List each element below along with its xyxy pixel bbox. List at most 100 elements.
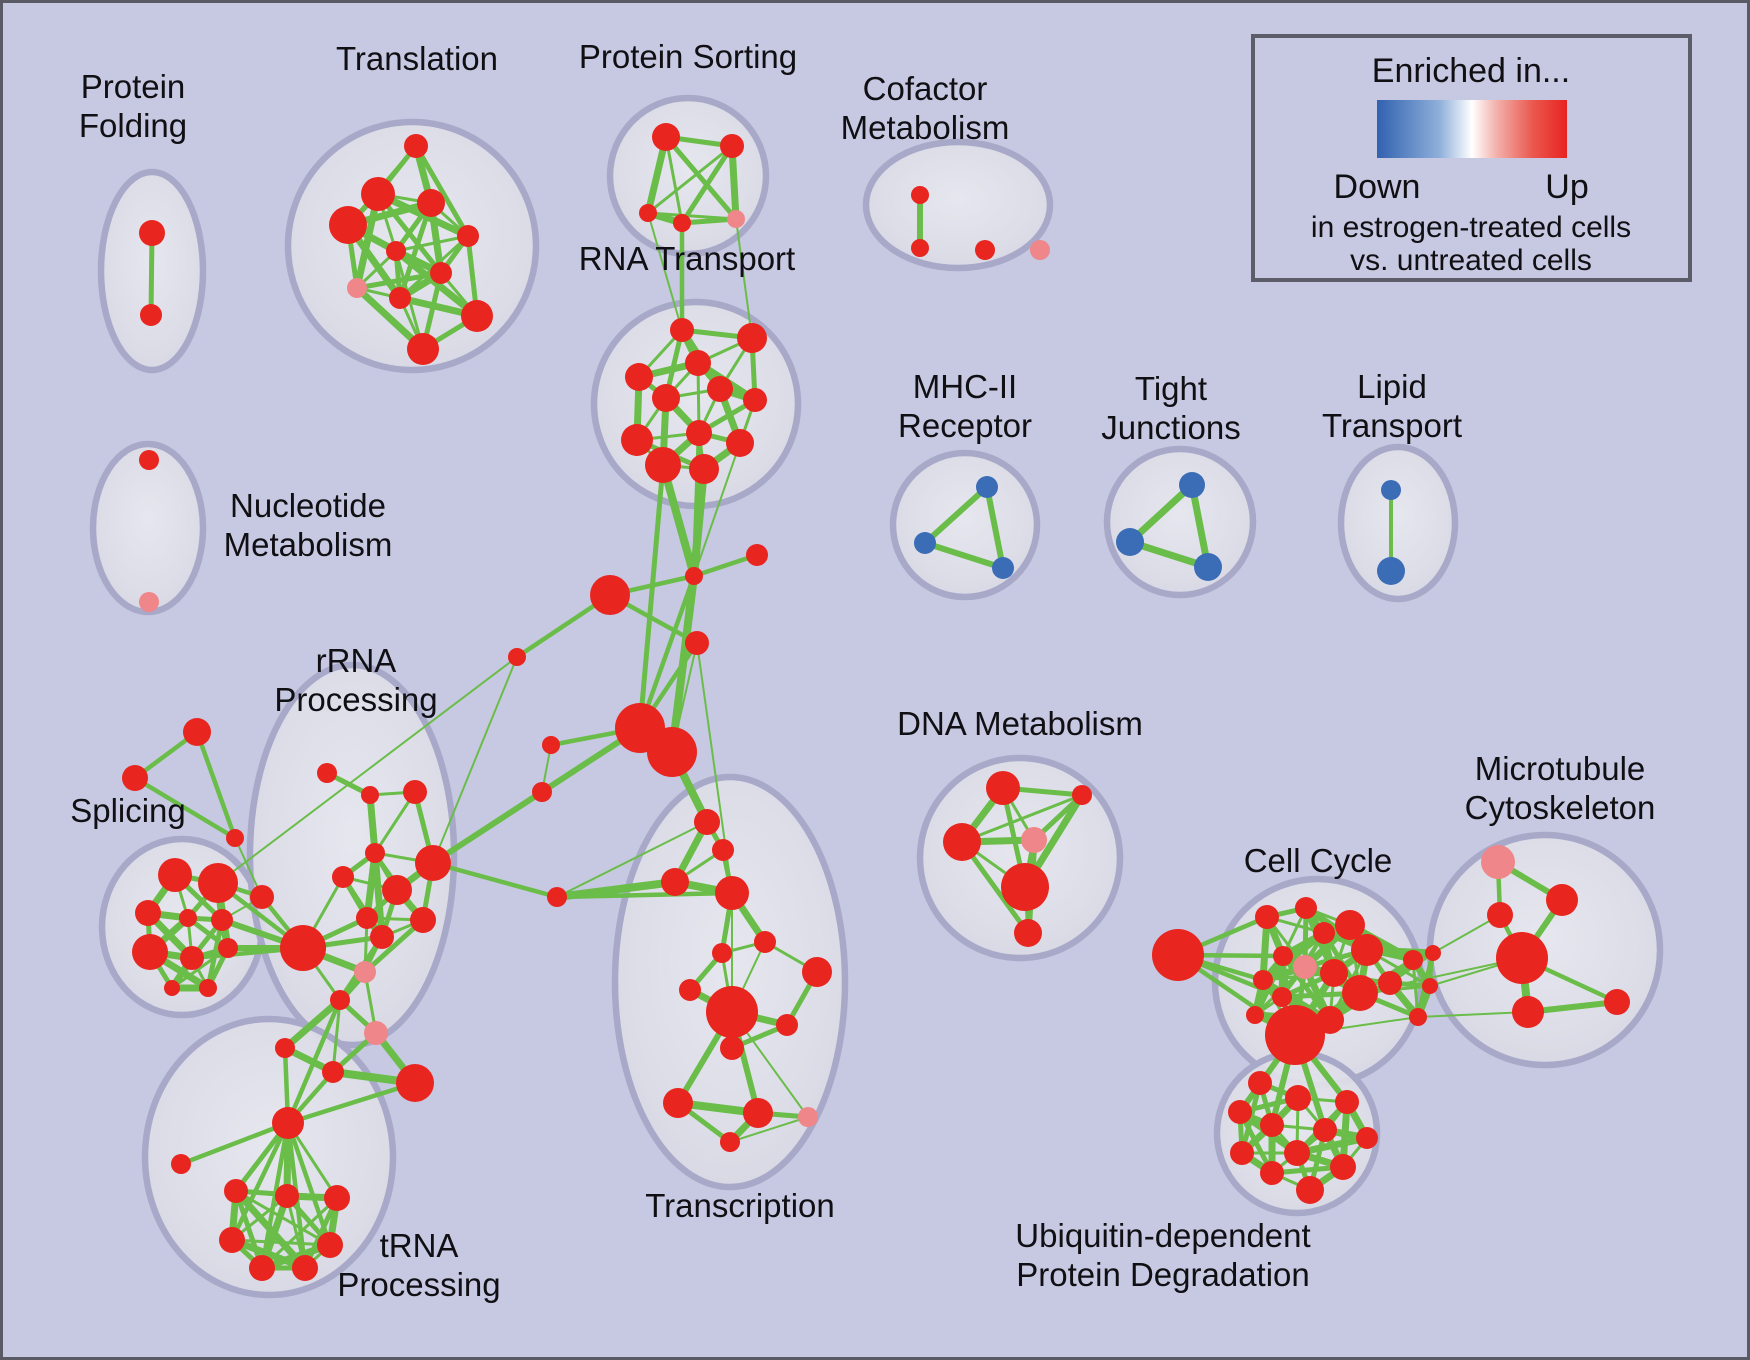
gene-set-node-down: [976, 476, 998, 498]
gene-set-node-up: [720, 1132, 740, 1152]
enrichment-overlap-edge: [413, 143, 471, 239]
lipid-transport-label: Lipid: [1357, 368, 1427, 405]
gene-set-node-up: [1265, 1005, 1325, 1065]
gene-set-node-up: [410, 907, 436, 933]
enrichment-overlap-edge: [647, 212, 683, 331]
gene-set-node-up: [532, 782, 552, 802]
gene-set-node-up: [715, 876, 749, 910]
trna-processing-label: Processing: [337, 1266, 500, 1303]
gene-set-node-up: [122, 765, 148, 791]
protein-folding-label: Protein: [81, 68, 186, 105]
gene-set-node-up: [706, 986, 758, 1038]
enrichment-overlap-edge: [679, 143, 735, 226]
gene-set-node-up: [1403, 950, 1423, 970]
gene-set-node-up: [707, 376, 733, 402]
gene-set-node-up: [743, 1098, 773, 1128]
enrichment-overlap-edge: [984, 484, 1006, 571]
gene-set-node-up: [685, 567, 703, 585]
gene-set-node-up: [1351, 934, 1383, 966]
gene-set-node-up: [140, 304, 162, 326]
gene-set-node-up: [164, 980, 180, 996]
gene-set-node-up: [139, 220, 165, 246]
cofactor-metabolism-label: Cofactor: [863, 70, 988, 107]
transcription-label: Transcription: [645, 1187, 835, 1224]
gene-set-node-up: [135, 900, 161, 926]
cell-cycle-label: Cell Cycle: [1244, 842, 1393, 879]
network-nodes: [122, 123, 1630, 1281]
enrichment-overlap-edge: [693, 442, 741, 577]
enrichment-overlap-edge: [194, 729, 238, 841]
gene-set-node-up: [1546, 884, 1578, 916]
gene-set-node-up: [975, 240, 995, 260]
enrichment-overlap-edge: [735, 218, 753, 339]
gene-set-node-up: [1272, 987, 1292, 1007]
gene-set-node-down: [1179, 472, 1205, 498]
gene-set-node-up: [776, 1014, 798, 1036]
gene-set-node-up: [218, 938, 238, 958]
gene-set-node-up: [689, 454, 719, 484]
gene-set-node-up: [911, 239, 929, 257]
gene-set-node-down: [1381, 480, 1401, 500]
enrichment-overlap-edge: [922, 540, 1006, 571]
legend: Enriched in... Down Up in estrogen-treat…: [1251, 34, 1692, 282]
gene-set-node-up: [415, 845, 451, 881]
enrichment-overlap-edge: [691, 552, 760, 579]
gene-set-node-up: [430, 262, 452, 284]
gene-set-node-up: [417, 189, 445, 217]
gene-set-node-up: [292, 1255, 318, 1281]
gene-set-node-down: [1194, 553, 1222, 581]
microtubule-cytoskeleton-label: Microtubule: [1475, 750, 1646, 787]
gene-set-node-up: [404, 134, 428, 158]
gene-set-node-up: [1422, 978, 1438, 994]
gene-set-node-up: [1342, 975, 1378, 1011]
gene-set-node-up: [652, 123, 680, 151]
gene-set-node-up: [330, 990, 350, 1010]
gene-set-node-up: [1255, 905, 1279, 929]
gene-set-node-up: [590, 575, 630, 615]
enrichment-overlap-edge: [148, 230, 155, 318]
nucleotide-metabolism-label: Metabolism: [224, 526, 393, 563]
enrichment-overlap-edge: [430, 860, 560, 900]
gene-set-node-up: [712, 839, 734, 861]
legend-up-label: Up: [1545, 168, 1588, 206]
gene-set-node-down: [914, 532, 936, 554]
gene-set-node-up: [329, 206, 367, 244]
gene-set-node-up-weak: [1030, 240, 1050, 260]
tight-junctions-label: Tight: [1135, 370, 1207, 407]
mhc-ii-receptor-label: MHC-II: [913, 368, 1017, 405]
gene-set-node-up: [1228, 1100, 1252, 1124]
gene-set-node-up: [461, 300, 493, 332]
gene-set-node-up: [639, 204, 657, 222]
gene-set-node-up: [645, 447, 681, 483]
gene-set-node-up: [911, 186, 929, 204]
nucleotide-metabolism-label: Nucleotide: [230, 487, 386, 524]
gene-set-node-up: [317, 1232, 343, 1258]
splicing-label: Splicing: [70, 792, 186, 829]
gene-set-node-up: [1356, 1127, 1378, 1149]
gene-set-node-up: [275, 1038, 295, 1058]
gene-set-node-up: [673, 214, 691, 232]
gene-set-node-up: [386, 241, 406, 261]
enrichment-overlap-edge: [1417, 1011, 1529, 1018]
enrichment-overlap-edge: [285, 997, 343, 1126]
legend-caption-line1: in estrogen-treated cells: [1311, 211, 1631, 244]
rna-transport-label: RNA Transport: [579, 240, 795, 277]
gene-set-node-up: [685, 350, 711, 376]
gene-set-node-up-weak: [727, 210, 745, 228]
gene-set-node-up: [382, 875, 412, 905]
gene-set-node-up: [647, 727, 697, 777]
gene-set-node-up: [171, 1154, 191, 1174]
cofactor-metabolism-region: [862, 138, 1054, 272]
gene-set-node-up: [132, 934, 168, 970]
gene-set-node-up: [1320, 959, 1348, 987]
protein-sorting-label: Protein Sorting: [579, 38, 797, 75]
gene-set-node-up: [365, 843, 385, 863]
gene-set-node-up: [685, 631, 709, 655]
gene-set-node-down: [1377, 557, 1405, 585]
gene-set-node-up-weak: [1481, 845, 1515, 879]
gene-set-node-down: [992, 557, 1014, 579]
gene-set-node-up: [199, 979, 217, 997]
enrichment-overlap-edge: [285, 1080, 418, 1126]
